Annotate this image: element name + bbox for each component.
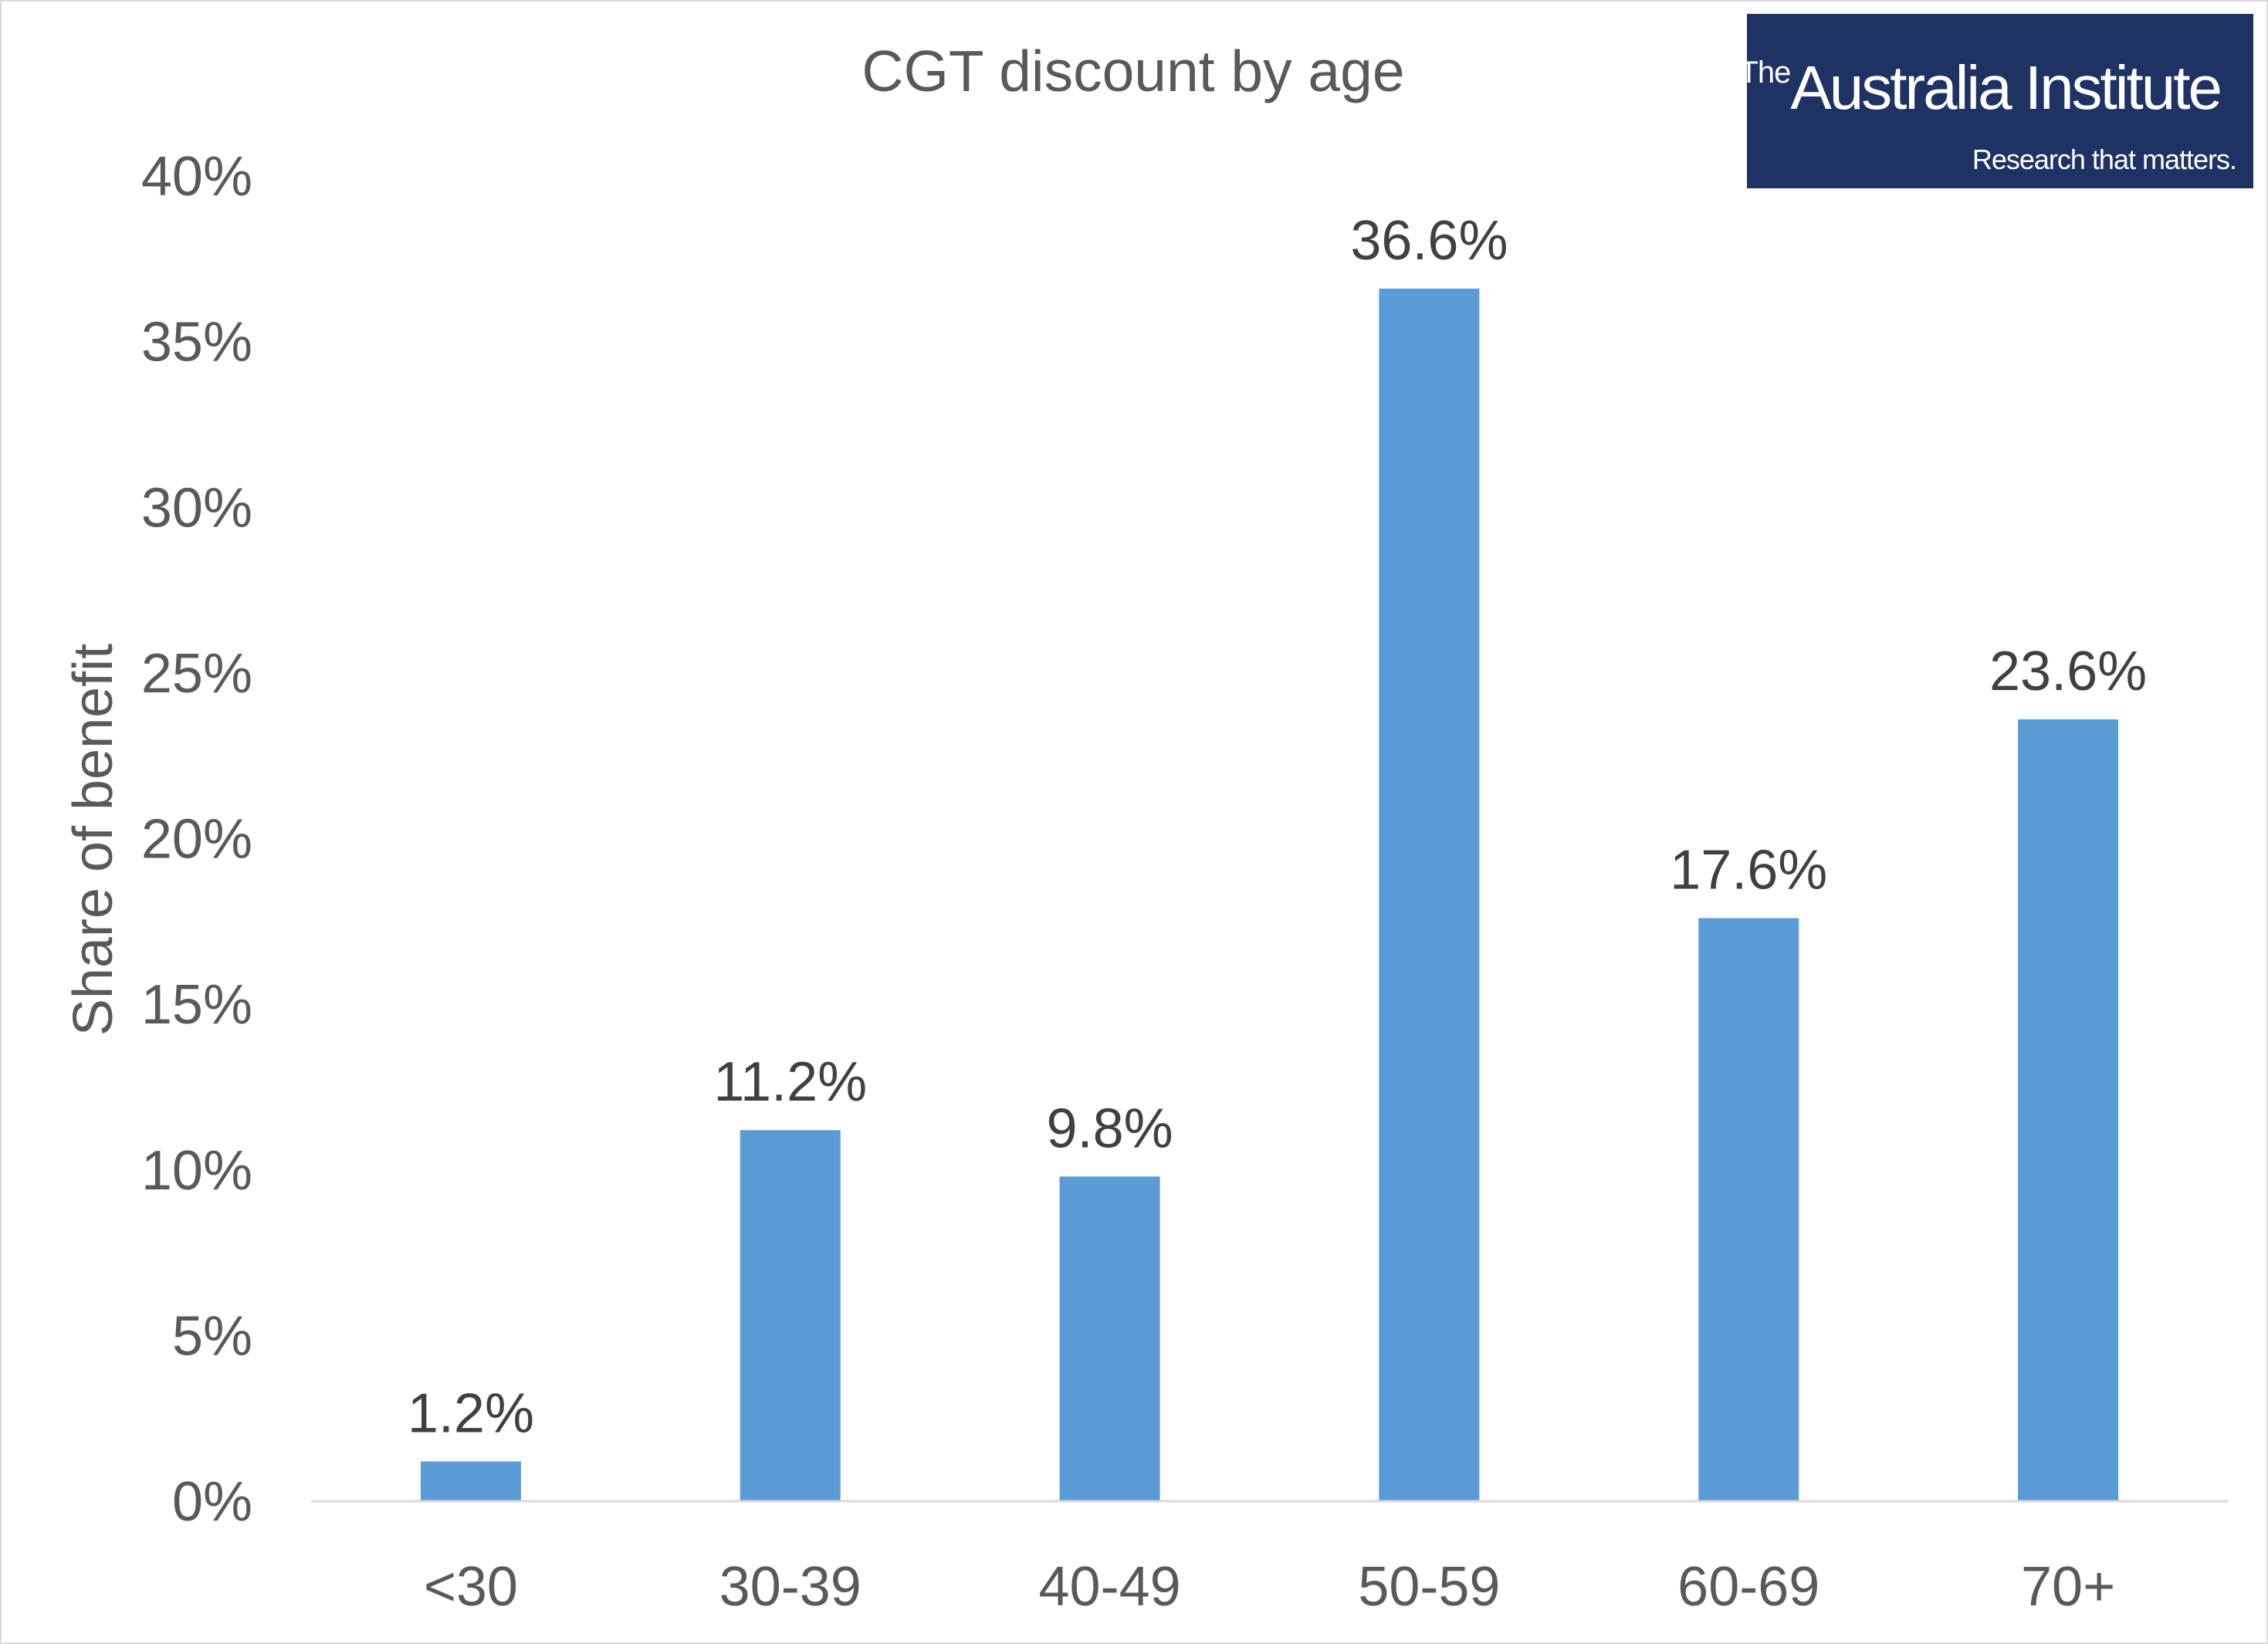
logo-tagline: Research that matters. [1972, 144, 2237, 175]
y-tick-label: 15% [141, 974, 252, 1036]
logo-name: Australia Institute [1790, 53, 2222, 122]
y-tick-label: 25% [141, 643, 252, 705]
y-tick-label: 30% [141, 477, 252, 539]
bar [740, 1130, 841, 1501]
x-tick-label: <30 [424, 1556, 518, 1618]
y-tick-label: 5% [172, 1305, 252, 1367]
y-tick-label: 20% [141, 809, 252, 871]
y-tick-label: 40% [141, 146, 252, 208]
x-tick-label: 60-69 [1677, 1556, 1819, 1618]
data-label: 23.6% [1989, 641, 2147, 702]
y-tick-label: 0% [172, 1471, 252, 1533]
y-tick-label: 35% [141, 312, 252, 374]
bar [2018, 719, 2119, 1501]
bar [1379, 288, 1480, 1501]
x-tick-label: 50-59 [1358, 1556, 1500, 1618]
logo-wordmark: TheAustralia Institute [1739, 52, 2222, 123]
bar [420, 1461, 521, 1501]
data-label: 17.6% [1670, 840, 1827, 901]
data-label: 9.8% [1047, 1098, 1173, 1159]
y-axis-title: Share of benefit [63, 644, 124, 1036]
australia-institute-logo: TheAustralia Institute Research that mat… [1739, 14, 2253, 188]
bars [420, 288, 2119, 1501]
x-tick-label: 30-39 [719, 1556, 862, 1618]
data-label: 11.2% [713, 1051, 867, 1113]
chart-title: CGT discount by age [862, 39, 1404, 103]
x-axis-ticks: <30 30-39 40-49 50-59 60-69 70+ [424, 1556, 2115, 1618]
y-tick-label: 10% [141, 1140, 252, 1202]
x-tick-label: 70+ [2021, 1556, 2115, 1618]
bar [1698, 918, 1799, 1501]
data-labels: 1.2% 11.2% 9.8% 36.6% 17.6% 23.6% [408, 210, 2147, 1445]
logo-the: The [1739, 56, 1791, 90]
bar [1059, 1176, 1160, 1501]
data-label: 1.2% [408, 1382, 534, 1444]
data-label: 36.6% [1350, 210, 1508, 272]
y-axis-ticks: 0% 5% 10% 15% 20% 25% 30% 35% 40% [141, 146, 252, 1533]
x-tick-label: 40-49 [1039, 1556, 1181, 1618]
